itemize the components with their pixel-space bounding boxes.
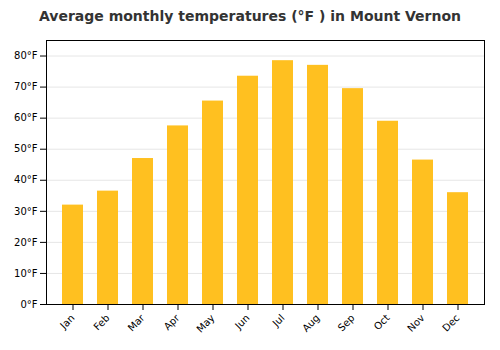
svg-text:Jul: Jul xyxy=(270,312,287,329)
html-text:Average monthly temperatures (: Average monthly temperatures (°F ) in Mo… xyxy=(39,8,461,24)
svg-text:Dec: Dec xyxy=(440,312,461,333)
svg-text:70°F: 70°F xyxy=(14,81,38,92)
svg-text:Nov: Nov xyxy=(405,312,427,334)
svg-text:40°F: 40°F xyxy=(14,174,38,185)
svg-text:80°F: 80°F xyxy=(14,50,38,61)
svg-text:Sep: Sep xyxy=(336,312,357,333)
svg-text:Aug: Aug xyxy=(300,312,322,334)
svg-text:60°F: 60°F xyxy=(14,112,38,123)
svg-text:Oct: Oct xyxy=(372,312,392,332)
svg-text:Feb: Feb xyxy=(91,312,111,332)
svg-text:May: May xyxy=(194,312,216,334)
svg-text:0°F: 0°F xyxy=(20,299,37,310)
svg-text:Jan: Jan xyxy=(57,312,76,331)
svg-text:30°F: 30°F xyxy=(14,206,38,217)
svg-text:Apr: Apr xyxy=(162,312,183,333)
svg-text:Jun: Jun xyxy=(232,312,252,332)
svg-text:10°F: 10°F xyxy=(14,268,38,279)
svg-text:50°F: 50°F xyxy=(14,143,38,154)
svg-text:Mar: Mar xyxy=(126,312,148,334)
svg-text:20°F: 20°F xyxy=(14,237,38,248)
